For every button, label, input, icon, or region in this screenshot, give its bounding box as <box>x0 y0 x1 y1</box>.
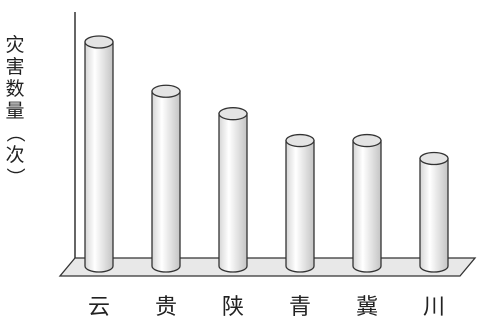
x-tick-labels: 云贵陕青冀川 <box>88 295 445 320</box>
bar-body <box>285 139 315 273</box>
bar-3 <box>218 107 248 273</box>
bar-top-cap <box>285 133 315 148</box>
bar-top-cap <box>419 151 449 166</box>
bar-6 <box>419 151 449 273</box>
x-tick-label: 云 <box>88 295 110 320</box>
bar-2 <box>151 84 181 273</box>
bar-body <box>84 41 114 273</box>
x-tick-label: 冀 <box>356 295 378 320</box>
y-axis-label-char: 次 <box>5 144 25 166</box>
bar-body <box>352 139 382 273</box>
bar-body <box>218 113 248 273</box>
bar-1 <box>84 35 114 273</box>
chart-floor <box>58 257 477 277</box>
x-tick-label: 青 <box>289 295 311 320</box>
bar-body <box>151 90 181 273</box>
x-tick-label: 陕 <box>222 295 244 320</box>
bar-body <box>419 157 449 273</box>
y-axis-label-char: 量 <box>5 100 25 122</box>
y-axis-label-char: 害 <box>5 56 25 78</box>
x-tick-label: 贵 <box>155 295 177 320</box>
x-tick-label: 川 <box>423 295 445 320</box>
y-axis-label-char: 数 <box>5 78 25 100</box>
y-axis-label-char: ） <box>4 167 26 187</box>
y-axis-label: 灾害数量（次） <box>3 34 27 188</box>
y-axis-label-char: （ <box>4 123 26 143</box>
bar-4 <box>285 133 315 273</box>
bars-group <box>84 35 449 273</box>
bar-top-cap <box>218 107 248 121</box>
bar-5 <box>352 133 382 273</box>
bar-top-cap <box>352 133 382 148</box>
bar-top-cap <box>84 35 114 49</box>
bar-top-cap <box>151 84 181 98</box>
y-axis-label-char: 灾 <box>5 34 25 56</box>
